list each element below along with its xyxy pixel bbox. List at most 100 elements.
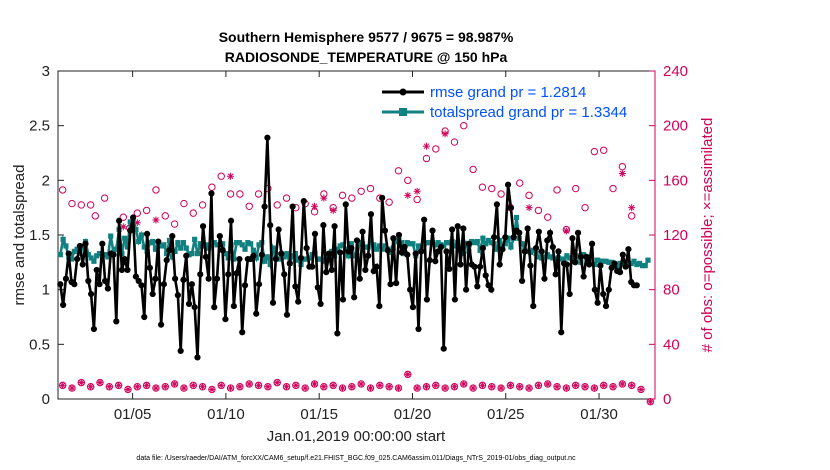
obs-possible-marker <box>226 190 235 198</box>
rmse-point <box>625 246 632 253</box>
rmse-point <box>407 286 414 293</box>
obs-possible-marker <box>86 201 95 209</box>
obs-assimilated-marker <box>404 191 412 199</box>
rmse-point <box>211 304 218 311</box>
obs-possible-marker <box>553 186 561 194</box>
rmse-point <box>524 225 531 232</box>
rmse-point <box>185 300 193 307</box>
rmse-point <box>488 286 495 293</box>
totalspread-point <box>432 242 438 248</box>
obs-assimilated-marker <box>301 384 309 392</box>
totalspread-point <box>502 241 508 247</box>
obs-assimilated-marker <box>478 381 486 389</box>
obs-possible-marker <box>161 212 169 220</box>
totalspread-point <box>488 240 494 246</box>
totalspread-point <box>71 248 77 254</box>
rmse-point <box>227 217 235 224</box>
y-left-tick-label: 1.5 <box>29 227 50 244</box>
rmse-point <box>365 252 372 259</box>
rmse-point <box>269 299 277 306</box>
totalspread-point <box>231 256 237 262</box>
y-right-tick-label: 0 <box>663 391 671 408</box>
obs-assimilated-marker <box>404 370 412 378</box>
y-left-tick-label: 0 <box>42 391 50 408</box>
totalspread-point <box>133 226 139 233</box>
y-axis-right-label: # of obs: o=possible; ×=assimilated <box>699 118 716 353</box>
obs-assimilated-marker <box>292 381 300 389</box>
rmse-point <box>62 275 70 282</box>
obs-assimilated-marker <box>646 398 654 406</box>
rmse-point <box>605 286 612 293</box>
rmse-point <box>60 301 67 309</box>
obs-assimilated-marker <box>469 384 477 392</box>
rmse-point <box>432 258 439 265</box>
obs-assimilated-marker <box>422 142 430 150</box>
rmse-point <box>583 253 590 260</box>
rmse-point <box>320 222 327 229</box>
x-axis-label: Jan.01,2019 00:00:00 start <box>267 428 446 445</box>
totalspread-point <box>620 260 626 267</box>
rmse-point <box>104 285 112 292</box>
obs-possible-marker <box>273 201 281 209</box>
y-left-tick-label: 2 <box>42 172 50 189</box>
obs-assimilated-marker <box>329 206 337 214</box>
rmse-point <box>149 290 156 298</box>
rmse-point <box>426 257 433 264</box>
rmse-point <box>261 203 268 210</box>
rmse-point <box>619 251 626 258</box>
totalspread-point <box>561 256 567 262</box>
totalspread-point <box>290 253 296 259</box>
totalspread-point <box>253 255 259 261</box>
rmse-point <box>348 245 355 252</box>
x-tick-label: 01/10 <box>207 406 245 423</box>
rmse-point <box>74 255 81 263</box>
totalspread-point <box>74 246 80 252</box>
totalspread-point <box>197 241 203 247</box>
totalspread-point <box>334 246 340 252</box>
rmse-point <box>504 181 512 188</box>
obs-possible-marker <box>599 146 608 154</box>
rmse-point <box>337 249 344 256</box>
obs-assimilated-marker <box>534 381 542 389</box>
totalspread-point <box>295 257 301 263</box>
obs-assimilated-marker <box>618 380 626 388</box>
obs-assimilated-marker <box>217 381 225 389</box>
rmse-point <box>309 263 316 270</box>
totalspread-point <box>194 250 201 257</box>
rmse-point <box>549 243 556 251</box>
rmse-point <box>311 230 319 238</box>
rmse-point <box>205 275 212 282</box>
obs-assimilated-marker <box>87 383 95 391</box>
totalspread-point <box>345 253 352 259</box>
obs-assimilated-marker <box>227 172 235 180</box>
y-right-tick-label: 80 <box>663 282 680 299</box>
totalspread-point <box>256 242 262 248</box>
rmse-point <box>591 286 598 293</box>
obs-possible-marker <box>618 162 627 171</box>
obs-assimilated-marker <box>329 381 337 389</box>
obs-assimilated-marker <box>283 383 291 391</box>
rmse-point <box>239 329 246 336</box>
totalspread-point <box>519 241 525 247</box>
totalspread-point <box>424 240 430 246</box>
obs-assimilated-marker <box>460 380 468 388</box>
rmse-point <box>535 228 542 235</box>
totalspread-point <box>105 254 111 260</box>
rmse-point <box>588 240 596 247</box>
obs-assimilated-marker <box>366 384 374 392</box>
y-left-tick-label: 1 <box>42 282 50 299</box>
totalspread-point <box>362 244 368 250</box>
totalspread-point <box>564 253 570 259</box>
totalspread-point <box>530 247 536 253</box>
rmse-point <box>197 271 204 278</box>
rmse-point <box>230 302 237 310</box>
obs-assimilated-marker <box>628 204 636 212</box>
totalspread-point <box>337 243 343 249</box>
obs-possible-marker <box>488 184 496 193</box>
obs-assimilated-marker <box>376 381 384 389</box>
y-left-tick-label: 0.5 <box>29 336 50 353</box>
rmse-point <box>174 292 181 299</box>
totalspread-point <box>376 243 382 249</box>
rmse-point <box>367 211 375 218</box>
